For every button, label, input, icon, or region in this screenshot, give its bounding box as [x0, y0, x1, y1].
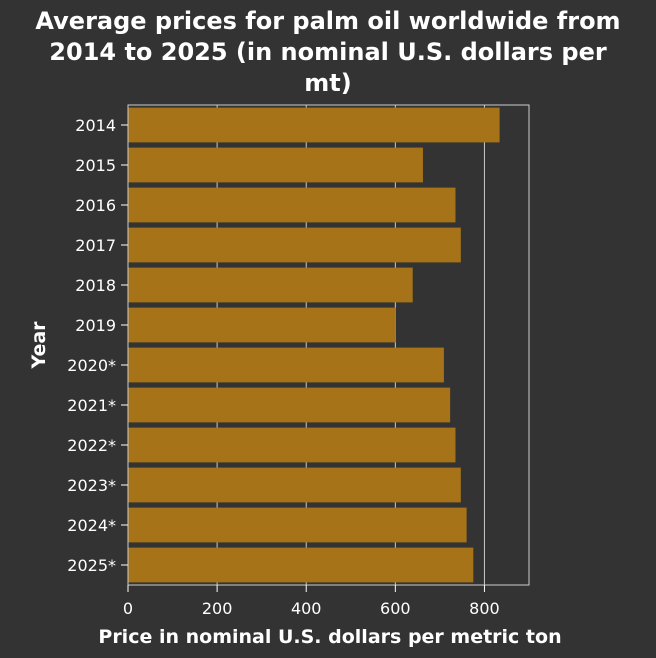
y-tick-label: 2024*	[67, 516, 116, 535]
y-tick-label: 2021*	[67, 396, 116, 415]
y-tick-label: 2017	[75, 236, 116, 255]
bar-2023-projected	[128, 467, 461, 503]
x-tick-label: 800	[469, 599, 500, 618]
y-tick-label: 2023*	[67, 476, 116, 495]
bar-2021-projected	[128, 387, 451, 423]
bar-2025-projected	[128, 547, 474, 583]
chart-title-line: 2014 to 2025 (in nominal U.S. dollars pe…	[49, 38, 607, 66]
x-tick-label: 200	[202, 599, 233, 618]
x-tick-label: 400	[291, 599, 322, 618]
y-tick-label: 2020*	[67, 356, 116, 375]
y-axis-title: Year	[28, 321, 50, 370]
bar-2015	[128, 147, 423, 183]
bar-2016	[128, 187, 456, 223]
plot-frame	[127, 104, 530, 586]
y-tick-label: 2015	[75, 156, 116, 175]
bar-2022-projected	[128, 427, 456, 463]
y-tick-label: 2025*	[67, 556, 116, 575]
x-tick-label: 0	[123, 599, 133, 618]
bar-2024-projected	[128, 507, 467, 543]
y-tick-label: 2022*	[67, 436, 116, 455]
bars	[128, 107, 500, 583]
x-axis: 0 200 400 600 800	[123, 585, 500, 618]
y-tick-label: 2016	[75, 196, 116, 215]
x-axis-title: Price in nominal U.S. dollars per metric…	[98, 626, 561, 648]
chart-title: Average prices for palm oil worldwide fr…	[35, 7, 620, 97]
gridlines	[216, 105, 485, 585]
x-tick-label: 600	[380, 599, 411, 618]
y-tick-label: 2014	[75, 116, 116, 135]
chart-title-line: mt)	[304, 69, 351, 97]
y-tick-label: 2018	[75, 276, 116, 295]
bar-2020-projected	[128, 347, 444, 383]
y-tick-label: 2019	[75, 316, 116, 335]
bar-2019	[128, 307, 396, 343]
bar-2014	[128, 107, 500, 143]
bar-2017	[128, 227, 461, 263]
y-axis: 2014 2015 2016 2017 2018 2019 2020* 2021* 2022* 2…	[67, 116, 128, 575]
bar-2018	[128, 267, 413, 303]
chart-title-line: Average prices for palm oil worldwide fr…	[35, 7, 620, 35]
